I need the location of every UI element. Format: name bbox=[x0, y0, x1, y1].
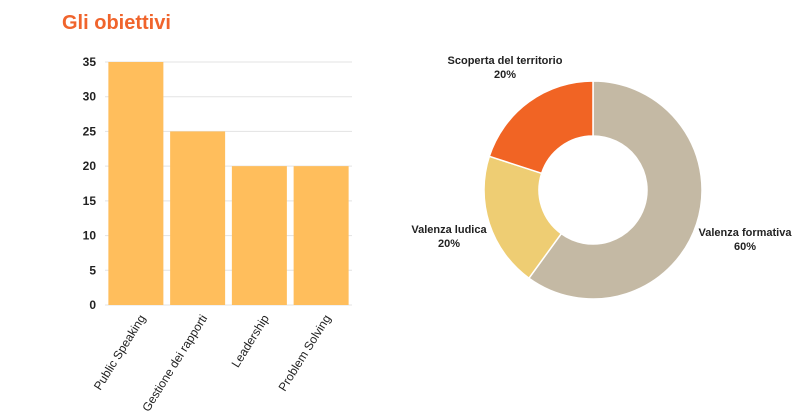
category-label: Problem Solving bbox=[275, 312, 333, 394]
slice-value-label: 20% bbox=[494, 69, 516, 81]
bar bbox=[170, 131, 226, 305]
y-tick-label: 5 bbox=[89, 263, 96, 277]
donut-slice bbox=[483, 155, 563, 280]
donut-slice bbox=[488, 80, 594, 175]
page-title: Gli obiettivi bbox=[62, 12, 171, 34]
slice-label: Valenza ludica bbox=[411, 224, 487, 236]
y-tick-label: 20 bbox=[83, 159, 97, 173]
bar bbox=[108, 62, 164, 305]
category-label: Leadership bbox=[229, 312, 273, 370]
slice-label: Scoperta del territorio bbox=[448, 55, 563, 67]
y-tick-label: 10 bbox=[83, 229, 97, 243]
category-label: Gestione dei rapporti bbox=[139, 312, 210, 414]
y-tick-label: 0 bbox=[89, 298, 96, 312]
y-tick-label: 25 bbox=[83, 124, 97, 138]
slice-label: Valenza formativa bbox=[699, 227, 793, 239]
slice-value-label: 60% bbox=[734, 241, 756, 253]
y-tick-label: 30 bbox=[83, 90, 97, 104]
category-label: Public Speaking bbox=[91, 312, 148, 392]
donut-slice bbox=[527, 80, 703, 300]
bar bbox=[293, 166, 349, 305]
y-tick-label: 35 bbox=[83, 55, 97, 69]
bar bbox=[231, 166, 287, 305]
slice-value-label: 20% bbox=[438, 238, 460, 250]
y-tick-label: 15 bbox=[83, 194, 97, 208]
